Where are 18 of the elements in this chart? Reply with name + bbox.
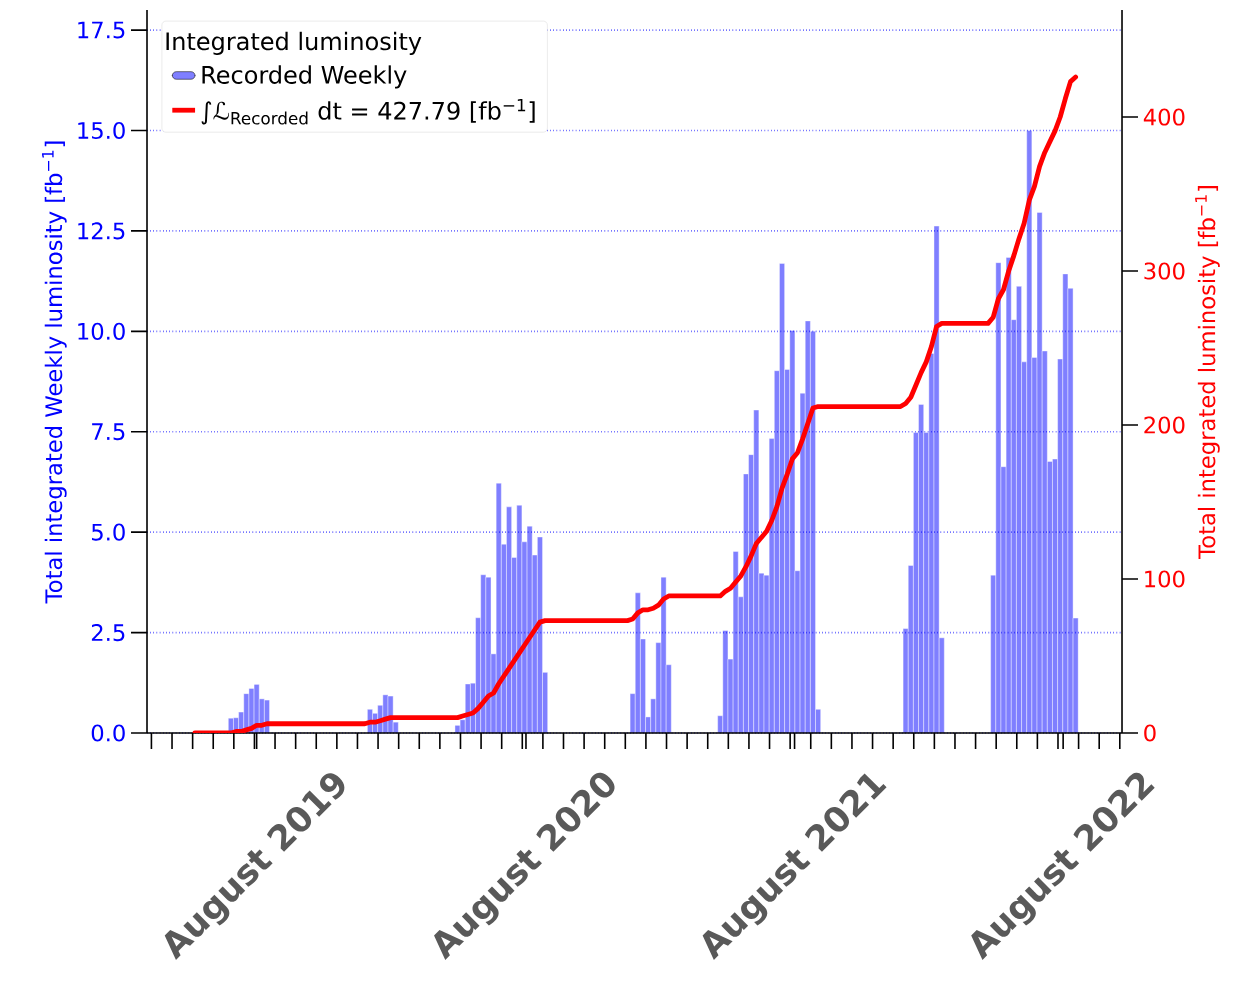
y2-tick-label: 400: [1143, 108, 1185, 126]
y2-tick-label: 200: [1144, 416, 1185, 434]
y-tick-label: 2.5: [91, 624, 125, 642]
y-tick-label: 0.0: [91, 724, 125, 742]
legend-label: Recorded Weekly: [202, 65, 407, 89]
y-tick-label: 10.0: [78, 322, 125, 340]
legend-title: Integrated luminosity: [166, 31, 422, 56]
y-tick-label: 17.5: [78, 21, 125, 39]
y2-axis-title: Total integrated luminosity [fb$^{−1}$]: [1195, 186, 1220, 559]
y2-tick-label: 0: [1144, 724, 1156, 742]
y-tick-label: 5.0: [92, 523, 125, 541]
y2-tick-label: 300: [1144, 262, 1185, 280]
y-axis-title: Total integrated Weekly luminosity [fb$^{−1}$]: [42, 141, 67, 604]
y-tick-label: 15.0: [78, 121, 125, 140]
y-tick-label: 12.5: [78, 222, 125, 240]
y-tick-label: 7.5: [92, 423, 125, 441]
legend-label: ∫ℒ$_{Recorded}$ dt = 427.79 [fb$^{−1}$]: [201, 98, 535, 125]
y2-tick-label: 100: [1145, 570, 1185, 588]
